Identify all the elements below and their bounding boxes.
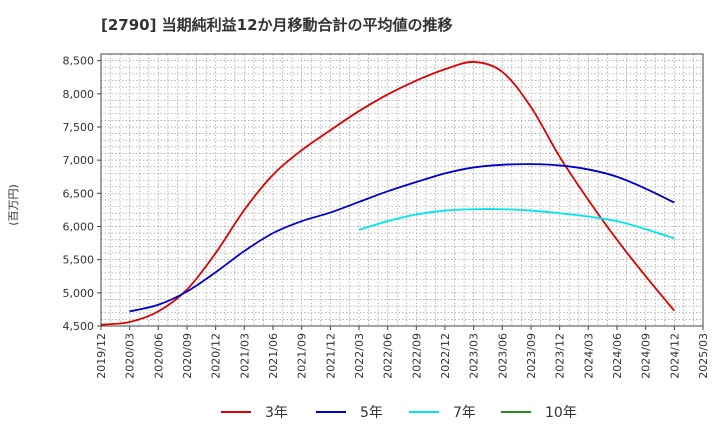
x-tick-label: 2024/06 [611, 333, 624, 379]
series-line-1 [100, 61, 676, 326]
legend: 3年 5年 7年 10年 [221, 405, 577, 421]
x-tick-label: 2022/09 [410, 333, 423, 379]
x-tick-label: 2021/03 [238, 333, 251, 379]
x-tick-label: 2022/12 [439, 333, 452, 379]
x-tick-label: 2024/03 [582, 333, 595, 379]
y-tick-label: 8,500 [63, 55, 95, 68]
x-tick-label: 2023/09 [525, 333, 538, 379]
series-line-2 [129, 163, 675, 313]
x-tick-label: 2020/03 [124, 333, 137, 379]
x-tick-label: 2020/09 [181, 333, 194, 379]
x-tick-label: 2024/09 [640, 333, 653, 379]
legend-label-4: 10年 [545, 405, 577, 421]
y-tick-label: 5,500 [63, 254, 95, 267]
x-tick-label: 2019/12 [95, 333, 108, 379]
legend-label-2: 5年 [360, 405, 383, 421]
y-tick-label: 8,000 [63, 88, 95, 101]
x-tick-label: 2021/12 [324, 333, 337, 379]
x-tick-label: 2020/12 [210, 333, 223, 379]
x-tick-label: 2023/03 [468, 333, 481, 379]
y-axis-label: (百万円) [7, 184, 20, 226]
y-tick-label: 6,500 [63, 187, 95, 200]
y-tick-label: 4,500 [63, 320, 95, 333]
x-ticks: 2019/12 2020/03 2020/06 2020/09 2020/12 2021/… [95, 326, 710, 379]
x-tick-label: 2022/03 [353, 333, 366, 379]
legend-label-1: 3年 [265, 405, 288, 421]
series-line-3 [358, 208, 675, 240]
chart-title: [2790] 当期純利益12か月移動合計の平均値の推移 [101, 16, 453, 34]
y-tick-label: 5,000 [63, 287, 95, 300]
x-tick-label: 2021/09 [296, 333, 309, 379]
legend-label-3: 7年 [453, 405, 476, 421]
series-layer [100, 61, 676, 326]
x-tick-label: 2020/06 [152, 333, 165, 379]
x-tick-label: 2023/12 [554, 333, 567, 379]
x-tick-label: 2023/06 [496, 333, 509, 379]
x-tick-label: 2025/03 [697, 333, 710, 379]
x-tick-label: 2022/06 [382, 333, 395, 379]
y-ticks: 4,500 5,000 5,500 6,000 6,500 7,000 7,500 8,000… [63, 55, 101, 333]
y-tick-label: 6,000 [63, 220, 95, 233]
y-tick-label: 7,500 [63, 121, 95, 134]
plot-frame [100, 53, 704, 327]
x-tick-label: 2021/06 [267, 333, 280, 379]
x-tick-label: 2024/12 [668, 333, 681, 379]
y-tick-label: 7,000 [63, 154, 95, 167]
